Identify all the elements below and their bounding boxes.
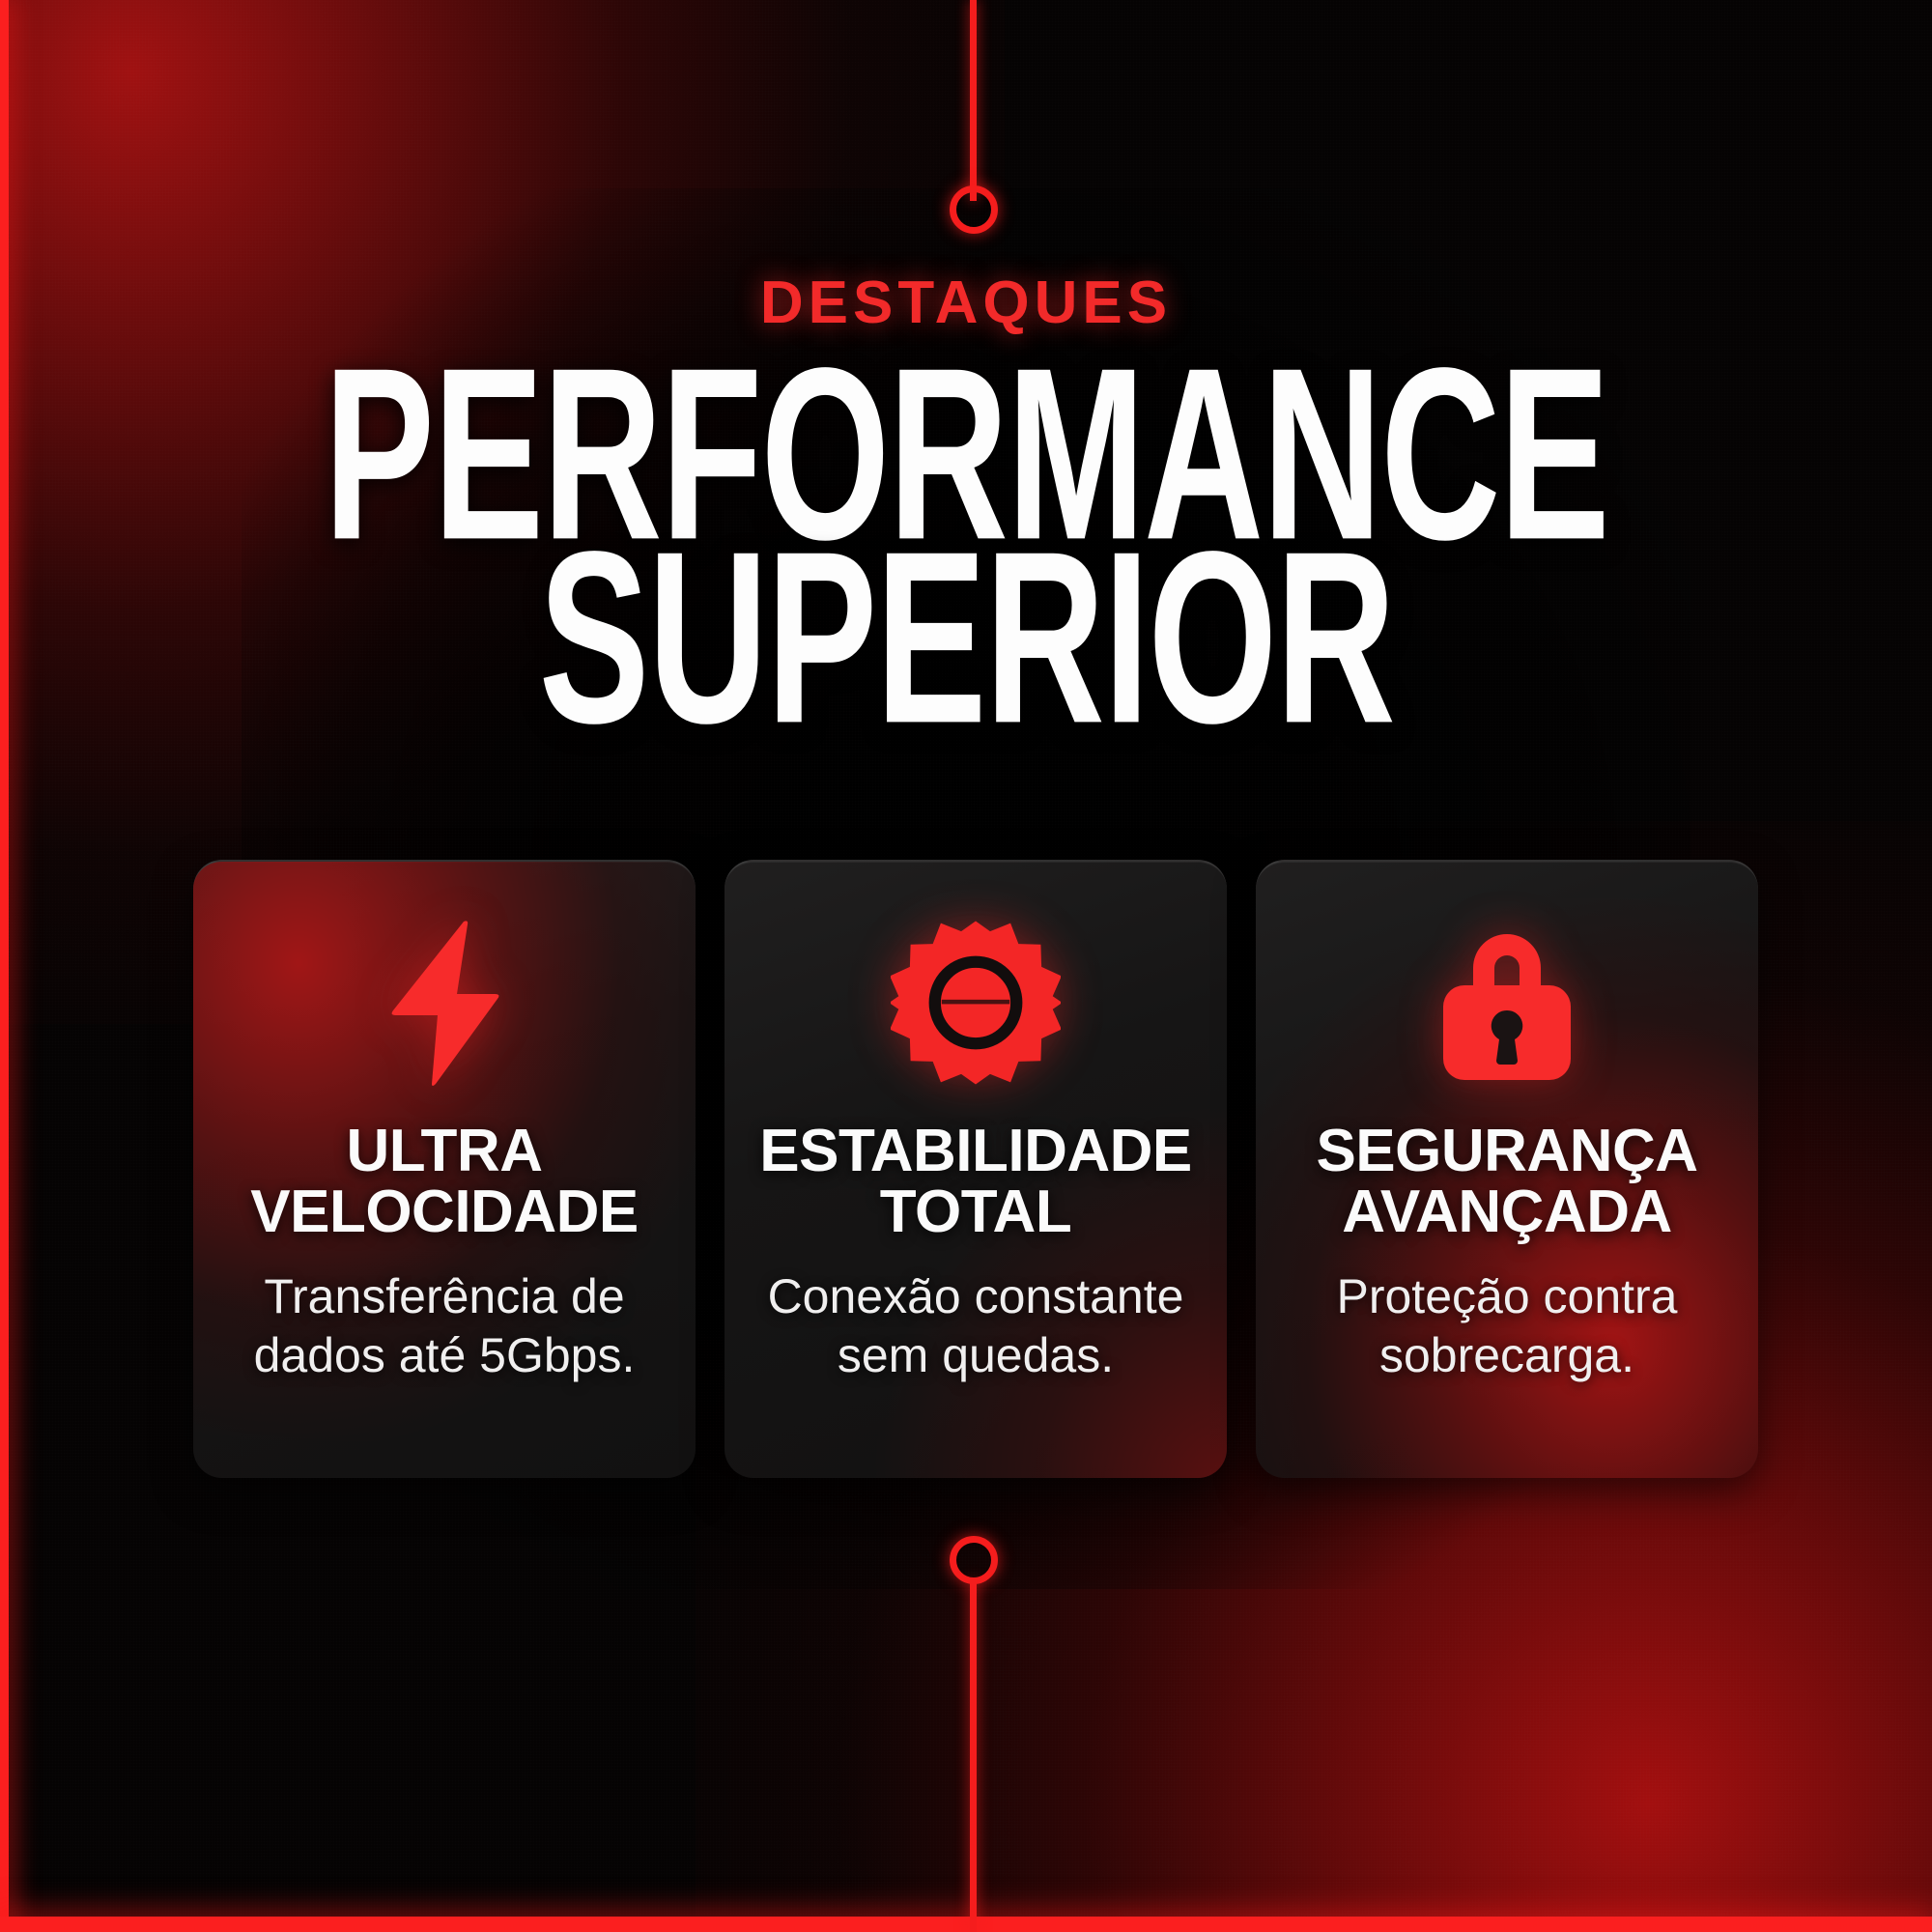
page-title-line-1: PERFORMANCE [0,331,1932,577]
bottom-connector-line [970,1580,977,1932]
feature-card-description: Proteção contra sobrecarga. [1336,1269,1678,1383]
feature-card-description: Conexão constante sem quedas. [767,1269,1184,1383]
bottom-connector-node-circle [950,1536,998,1584]
top-connector-node-circle [950,185,998,234]
padlock-icon [1430,918,1584,1088]
top-connector-line [970,0,977,201]
feature-card-title: ESTABILIDADE TOTAL [759,1118,1192,1246]
left-edge-accent-bar [0,0,9,1932]
lightning-bolt-icon [372,918,517,1088]
feature-card-seguranca-avancada: SEGURANÇA AVANÇADA Proteção contra sobre… [1256,860,1758,1478]
feature-card-ultra-velocidade: ULTRA VELOCIDADE Transferência de dados … [193,860,696,1478]
page-title-line-1-text: PERFORMANCE [324,316,1609,591]
feature-card-description: Transferência de dados até 5Gbps. [253,1269,636,1383]
bottom-edge-accent-bar [0,1917,1932,1932]
feature-card-list: ULTRA VELOCIDADE Transferência de dados … [193,860,1758,1478]
gear-icon [891,918,1061,1088]
feature-card-title: ULTRA VELOCIDADE [250,1118,639,1246]
feature-card-title: SEGURANÇA AVANÇADA [1316,1118,1698,1246]
page-title-line-2: SUPERIOR [0,515,1932,760]
page-title-line-2-text: SUPERIOR [538,499,1395,775]
eyebrow-label: DESTAQUES [759,270,1173,336]
feature-card-estabilidade-total: ESTABILIDADE TOTAL Conexão constante sem… [724,860,1227,1478]
